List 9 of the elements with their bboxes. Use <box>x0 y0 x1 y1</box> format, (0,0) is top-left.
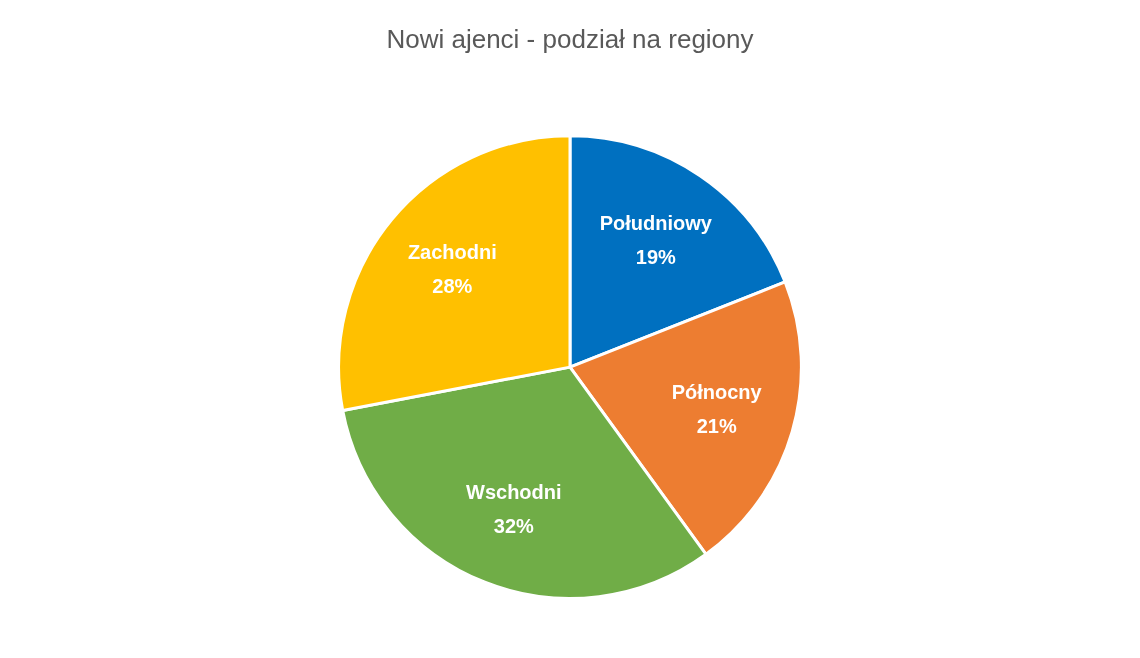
data-label: 21% <box>696 415 737 438</box>
slice-label: Północny <box>671 381 763 404</box>
slice-label: Południowy <box>599 212 713 235</box>
slice-label: Zachodni <box>407 241 497 264</box>
data-label: 28% <box>432 275 473 298</box>
chart-title: Nowi ajenci - podział na regiony <box>386 23 754 54</box>
slice-label: Wschodni <box>466 480 562 503</box>
data-label: 19% <box>635 246 677 269</box>
data-label: 32% <box>493 514 535 537</box>
